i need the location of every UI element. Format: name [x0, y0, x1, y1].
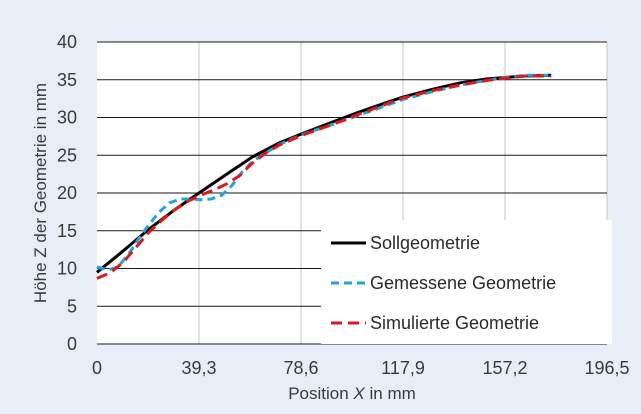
x-tick-label: 117,9: [381, 358, 425, 378]
x-axis-title-part: Position: [288, 384, 353, 403]
x-tick-label: 0: [92, 358, 102, 378]
x-tick-labels: 0 39,3 78,6 117,9 157,2 196,5: [92, 358, 630, 378]
y-tick-label: 10: [57, 259, 77, 279]
x-tick-label: 39,3: [181, 358, 216, 378]
legend-label: Simulierte Geometrie: [370, 313, 539, 333]
y-tick-label: 0: [67, 334, 77, 354]
y-tick-label: 35: [57, 70, 77, 90]
x-tick-label: 157,2: [482, 358, 527, 378]
x-axis-title-part: in mm: [365, 384, 416, 403]
legend-label: Gemessene Geometrie: [370, 273, 556, 293]
legend-items: Sollgeometrie Gemessene Geometrie Simulier…: [331, 233, 556, 333]
legend-box: [321, 220, 612, 344]
y-tick-label: 30: [57, 108, 77, 128]
legend: Sollgeometrie Gemessene Geometrie Simulier…: [321, 220, 612, 344]
legend-label: Sollgeometrie: [370, 233, 480, 253]
y-tick-label: 40: [57, 32, 77, 52]
y-axis-title: Höhe Z der Geometrie in mm: [31, 83, 50, 303]
series-line-3: [96, 74, 552, 280]
x-axis-title-variable: X: [352, 384, 365, 403]
y-tick-label: 25: [57, 145, 77, 165]
series-layer: [96, 73, 552, 280]
y-tick-label: 20: [57, 183, 77, 203]
x-tick-label: 196,5: [584, 358, 629, 378]
y-tick-labels: 0 5 10 15 20 25 30 35 40: [57, 32, 77, 354]
x-tick-label: 78,6: [283, 358, 318, 378]
y-tick-label: 15: [57, 221, 77, 241]
y-tick-label: 5: [67, 296, 77, 316]
series-line-2: [96, 73, 552, 272]
x-axis-title: Position X in mm: [288, 384, 416, 403]
